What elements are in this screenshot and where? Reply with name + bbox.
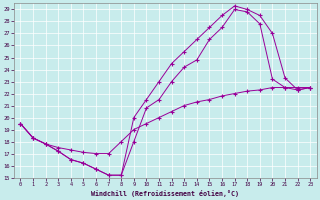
X-axis label: Windchill (Refroidissement éolien,°C): Windchill (Refroidissement éolien,°C) xyxy=(91,190,239,197)
